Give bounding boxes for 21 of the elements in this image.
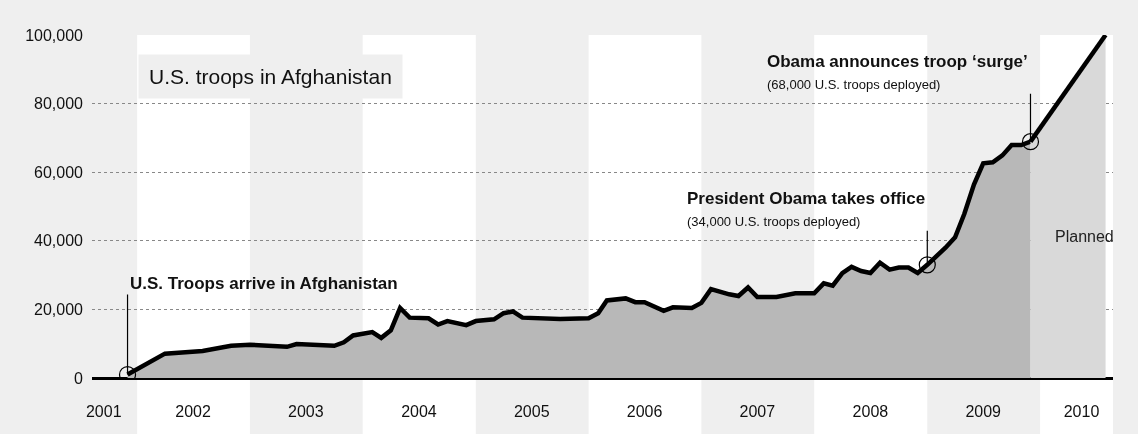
x-tick-label: 2001 — [85, 403, 122, 420]
y-tick-label: 80,000 — [34, 95, 84, 113]
x-tick-label: 2002 — [175, 403, 211, 420]
text: U.S. troops in Afghanistan — [149, 65, 392, 88]
y-tick-label: 0 — [74, 369, 84, 387]
annotation: U.S. Troops arrive in Afghanistan — [130, 274, 398, 293]
x-tick-label: 2004 — [401, 403, 437, 420]
x-tick-label: 2006 — [626, 403, 663, 420]
x-tick-label: 2009 — [965, 403, 1002, 420]
x-tick-label: 2007 — [739, 403, 776, 420]
x-tick-label: 2005 — [513, 403, 550, 420]
x-tick-label: 2003 — [288, 403, 324, 420]
y-tick-label: 20,000 — [34, 301, 84, 318]
annotation: President Obama takes office (34,000 U.S. troops deployed) — [687, 189, 926, 230]
series-label: Planned — [1055, 228, 1114, 245]
x-tick-label: 2008 — [852, 403, 889, 420]
annotation: Obama announces troop ‘surge’ (68,000 U.S. troops deployed) — [767, 52, 1028, 93]
y-tick-label: 60,000 — [34, 163, 84, 181]
x-tick-label: 2010 — [1063, 403, 1100, 420]
y-tick-label: 40,000 — [34, 232, 84, 250]
y-tick-label: 100,000 — [25, 26, 84, 44]
